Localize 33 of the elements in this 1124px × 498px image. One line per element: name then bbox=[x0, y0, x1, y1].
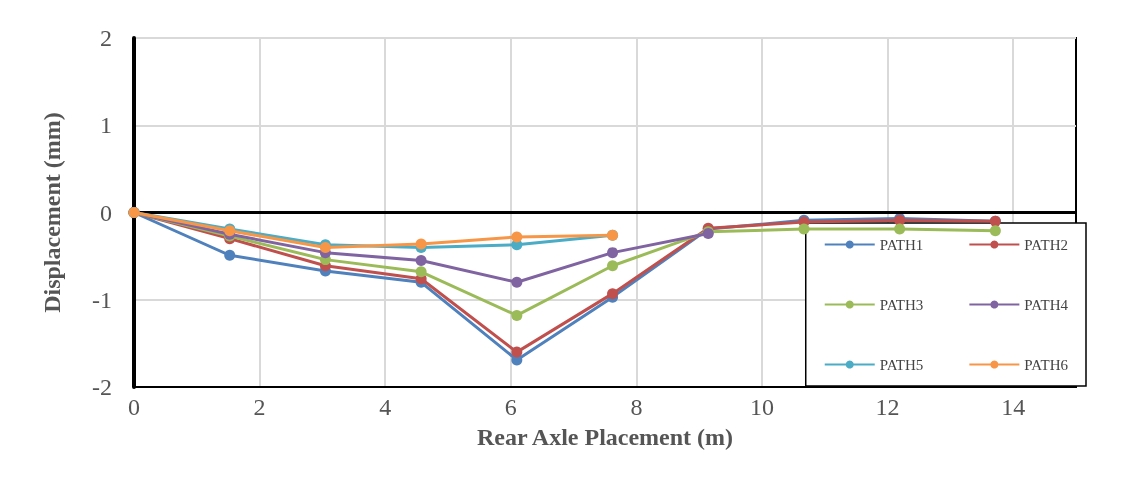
point bbox=[607, 260, 619, 272]
x-tick-label: 0 bbox=[128, 394, 140, 420]
legend-label: PATH2 bbox=[1024, 236, 1069, 253]
y-tick-label: 1 bbox=[100, 112, 112, 139]
y-tick-label: -1 bbox=[92, 286, 112, 313]
x-tick-label: 10 bbox=[750, 394, 774, 420]
y-tick-label: 0 bbox=[100, 199, 112, 226]
point bbox=[989, 225, 1001, 237]
point bbox=[511, 309, 523, 321]
point bbox=[798, 223, 810, 235]
x-tick-label: 8 bbox=[630, 394, 643, 420]
x-tick-label: 14 bbox=[1001, 394, 1026, 420]
y-tick-label: -2 bbox=[92, 374, 112, 400]
point bbox=[415, 266, 427, 278]
point bbox=[894, 223, 906, 235]
x-tick-label: 12 bbox=[875, 394, 900, 420]
point bbox=[511, 231, 523, 243]
point bbox=[607, 247, 619, 259]
x-tick-label: 6 bbox=[504, 394, 517, 420]
legend-label: PATH4 bbox=[1024, 296, 1069, 313]
legend-label: PATH6 bbox=[1024, 356, 1069, 373]
legend-label: PATH3 bbox=[879, 296, 924, 313]
point bbox=[511, 346, 523, 358]
y-tick-label: 2 bbox=[100, 25, 112, 51]
legend-label: PATH1 bbox=[879, 236, 924, 253]
x-tick-label: 2 bbox=[253, 394, 266, 420]
y-axis-title: Displacement (mm) bbox=[39, 112, 65, 313]
point bbox=[415, 254, 427, 266]
x-axis-title: Rear Axle Placement (m) bbox=[476, 424, 734, 450]
x-tick-label: 4 bbox=[379, 394, 392, 420]
legend-label: PATH5 bbox=[879, 356, 924, 373]
point bbox=[511, 276, 523, 288]
point bbox=[224, 249, 236, 261]
